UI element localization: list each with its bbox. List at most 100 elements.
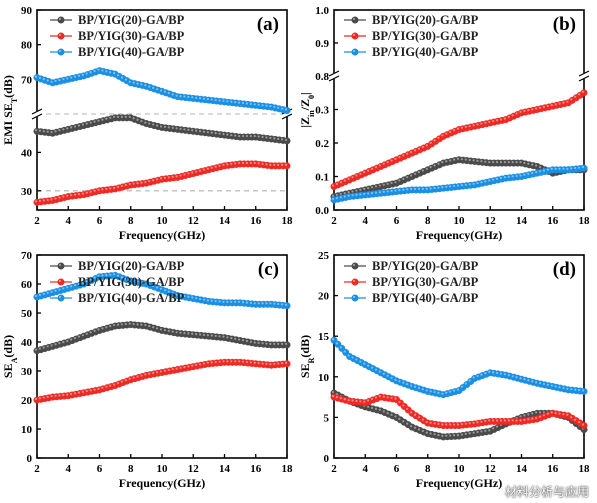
data-point-d-1-51-glint: [531, 417, 534, 420]
data-point-b-0-2-glint: [339, 192, 342, 196]
x-tick-label-c-6: 14: [219, 463, 231, 475]
data-point-a-0-48-glint: [222, 133, 225, 136]
data-point-b-2-17-glint: [398, 189, 401, 192]
data-point-a-2-30-glint: [152, 86, 155, 89]
data-point-d-1-1-glint: [335, 396, 339, 399]
data-point-d-2-36-glint: [472, 376, 475, 379]
data-point-a-0-34-glint: [167, 126, 170, 129]
data-point-c-2-25-glint: [132, 279, 135, 282]
data-point-a-1-27-glint: [140, 181, 143, 184]
data-point-c-2-11-glint: [77, 282, 81, 286]
data-point-b-1-41-glint: [492, 119, 495, 123]
data-point-a-0-55-glint: [249, 134, 252, 138]
data-point-c-1-40-glint: [191, 364, 194, 367]
data-point-b-1-1-glint: [335, 182, 339, 185]
data-point-b-1-11-glint: [374, 166, 378, 169]
x-tick-label-c-4: 10: [157, 463, 169, 475]
data-point-a-1-45-glint: [210, 166, 213, 169]
data-point-b-1-16-glint: [394, 157, 397, 160]
data-point-a-1-54-glint: [245, 161, 249, 165]
data-point-a-2-62-glint: [277, 106, 280, 109]
data-point-a-1-29-glint: [148, 180, 151, 183]
data-point-a-1-55-glint: [249, 161, 252, 165]
data-point-b-2-42-glint: [495, 177, 499, 180]
data-point-c-2-24-glint: [128, 279, 131, 282]
data-point-c-2-50-glint: [230, 300, 233, 303]
data-point-a-0-15-glint: [93, 120, 96, 123]
data-point-b-2-52-glint: [535, 171, 538, 174]
legend-marker-b-2: [351, 48, 359, 56]
x-tick-label-b-0: 2: [331, 215, 337, 227]
data-point-c-0-62-glint: [277, 342, 280, 345]
data-point-c-2-6-glint: [58, 288, 61, 291]
data-point-a-0-0-glint: [34, 129, 38, 132]
data-point-b-0-28-glint: [441, 161, 444, 164]
data-point-a-1-50-glint: [230, 162, 233, 165]
data-point-a-0-30-glint: [152, 123, 155, 126]
data-point-c-0-58-glint: [261, 342, 264, 345]
data-point-b-2-7-glint: [359, 193, 362, 196]
chart-panel-d: 2 4 6 8 10 12 14 16 18 Frequency(GHz) 0 5 10 15 20 25 SE…: [298, 250, 590, 490]
data-point-c-1-37-glint: [179, 366, 182, 369]
data-point-a-1-1-glint: [38, 199, 42, 202]
data-point-c-1-26-glint: [136, 375, 139, 378]
data-point-b-2-63-glint: [577, 166, 581, 169]
data-point-d-0-10-glint: [370, 406, 374, 409]
data-point-d-1-4-glint: [347, 399, 350, 402]
y-tick-label-c-2: 20: [21, 395, 33, 407]
data-point-a-2-35-glint: [171, 93, 174, 96]
data-point-b-0-1-glint: [335, 193, 339, 196]
x-tick-label-a-7: 16: [250, 215, 262, 227]
data-point-b-2-54-glint: [542, 169, 546, 172]
data-point-b-1-47-glint: [515, 112, 518, 115]
data-point-d-2-41-glint: [492, 371, 495, 374]
data-point-d-1-36-glint: [472, 421, 475, 424]
data-point-a-2-1-glint: [38, 76, 42, 79]
x-tick-label-a-4: 10: [157, 215, 169, 227]
data-point-b-0-13-glint: [382, 183, 385, 186]
data-point-a-1-17-glint: [101, 188, 104, 191]
data-point-a-1-5-glint: [54, 197, 57, 200]
data-point-d-2-15-glint: [390, 376, 393, 379]
x-tick-label-a-0: 2: [34, 215, 40, 227]
y-tick-label-d-0: 0: [324, 453, 330, 465]
data-point-b-1-40-glint: [488, 120, 491, 123]
x-axis-title-c: Frequency(GHz): [119, 476, 205, 490]
data-point-c-1-30-glint: [152, 371, 155, 374]
data-point-a-2-8-glint: [66, 77, 69, 80]
data-point-a-2-7-glint: [62, 78, 65, 81]
data-point-a-2-51-glint: [234, 101, 237, 104]
data-point-a-0-25-glint: [132, 117, 135, 120]
data-point-b-2-41-glint: [492, 178, 495, 181]
data-point-a-2-27-glint: [140, 83, 143, 86]
data-point-c-1-19-glint: [109, 384, 112, 387]
data-point-a-0-45-glint: [210, 131, 213, 134]
x-tick-label-b-1: 4: [363, 215, 369, 227]
legend-marker-c-2-glint: [58, 295, 62, 299]
data-point-a-0-31-glint: [155, 124, 159, 127]
y-tick-label-d-3: 15: [318, 331, 330, 343]
data-point-c-0-10-glint: [73, 337, 77, 340]
data-point-b-1-53-glint: [538, 106, 542, 109]
data-point-a-1-51-glint: [234, 162, 237, 165]
data-point-b-2-39-glint: [484, 180, 487, 183]
data-point-c-0-38-glint: [183, 331, 186, 335]
data-point-d-2-38-glint: [480, 373, 483, 376]
data-point-c-1-63-glint: [280, 362, 284, 365]
data-point-c-0-47-glint: [218, 335, 221, 338]
data-point-a-2-26-glint: [136, 82, 139, 85]
data-point-c-0-25-glint: [132, 322, 135, 326]
data-point-a-1-20-glint: [113, 186, 116, 189]
data-point-d-0-38-glint: [480, 430, 483, 433]
data-point-b-0-3-glint: [343, 191, 346, 195]
data-point-c-2-48-glint: [222, 300, 225, 303]
data-point-a-1-39-glint: [187, 172, 190, 175]
data-point-c-1-33-glint: [163, 369, 167, 372]
data-point-a-0-14-glint: [89, 121, 92, 124]
x-tick-label-b-6: 14: [516, 215, 528, 227]
data-point-c-2-20-glint: [113, 273, 116, 276]
data-point-d-2-64: [580, 387, 588, 395]
data-point-b-2-32-glint: [456, 184, 460, 187]
series-c-2: [33, 271, 291, 310]
data-point-b-2-30-glint: [449, 185, 452, 188]
